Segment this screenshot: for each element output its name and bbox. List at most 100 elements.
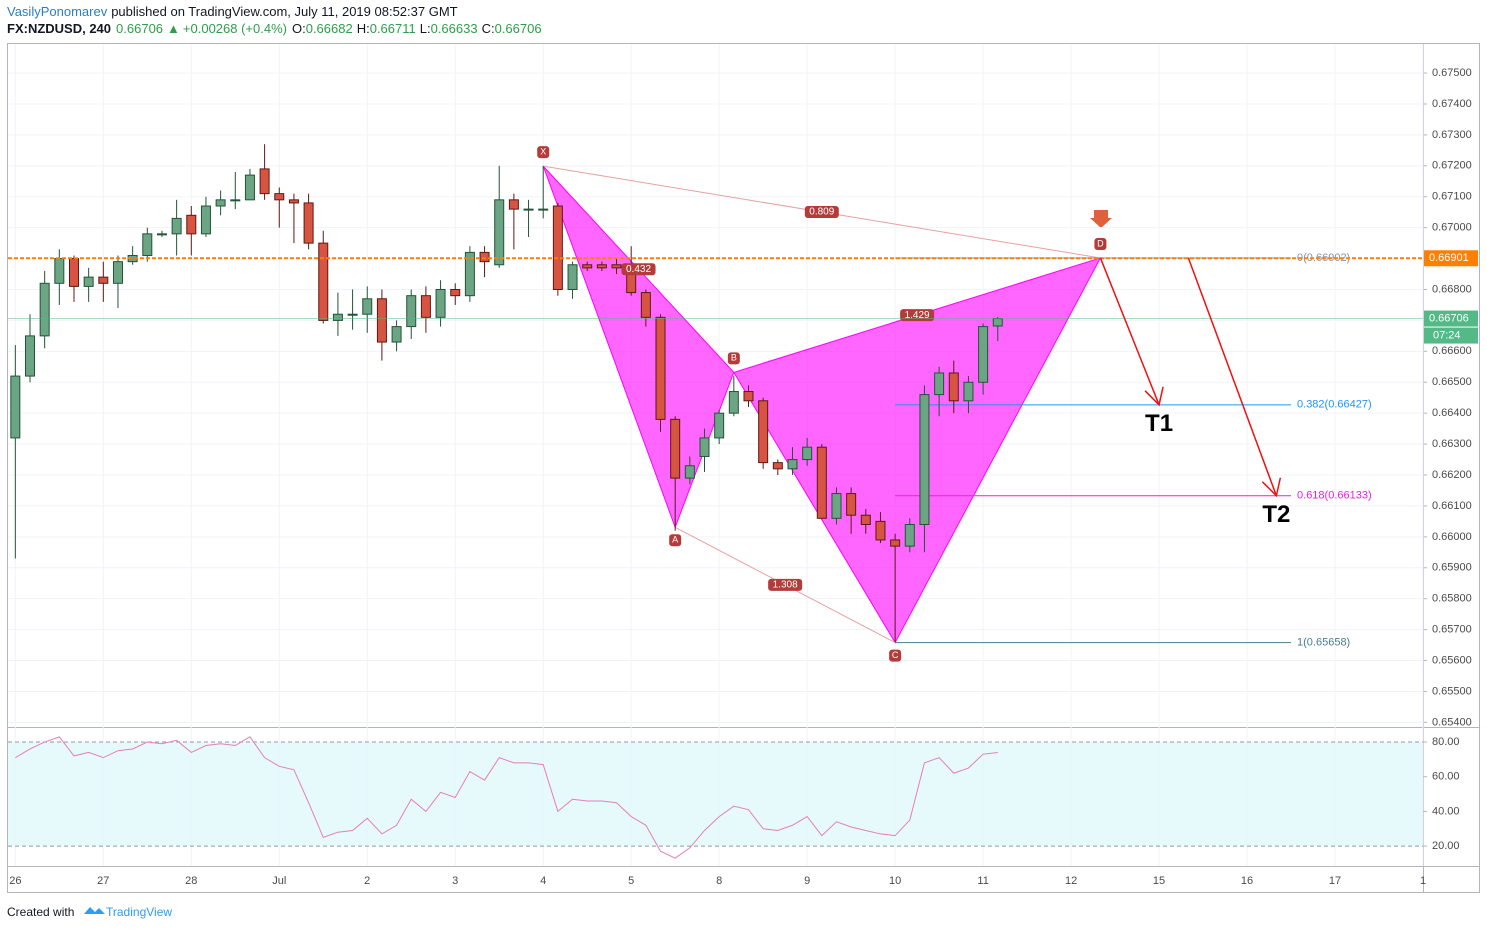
y-tick-label: 0.66300 <box>1432 438 1472 450</box>
candle-body <box>655 316 666 420</box>
ratio-box <box>804 206 839 219</box>
candle-body <box>992 318 1003 327</box>
x-tick-label: 28 <box>185 875 197 887</box>
fib-label: 1(0.65658) <box>1297 636 1350 648</box>
y-tick-label: 0.67400 <box>1432 98 1472 110</box>
change: +0.00268 (+0.4%) <box>183 21 287 36</box>
x-tick-label: 4 <box>540 875 546 887</box>
point-label: X <box>540 147 546 157</box>
price-tag-label: 0.66901 <box>1429 252 1469 264</box>
y-tick-label: 0.66800 <box>1432 283 1472 295</box>
x-tick-label: 11 <box>977 875 988 887</box>
footer-brand[interactable]: TradingView <box>106 905 172 919</box>
candle-body <box>948 372 959 402</box>
candle-body <box>318 242 329 321</box>
candle-body <box>831 493 842 519</box>
candle-body <box>494 199 505 266</box>
candle-body <box>347 313 358 316</box>
candle-body <box>552 205 563 290</box>
candle-body <box>303 202 314 244</box>
candle-body <box>171 217 182 235</box>
y-tick-label: 0.65700 <box>1432 624 1472 636</box>
y-tick-label: 0.66400 <box>1432 407 1472 419</box>
point-label: B <box>731 353 737 363</box>
pattern-leg <box>542 165 735 529</box>
candle-body <box>362 298 373 315</box>
candle-body <box>904 523 915 547</box>
h-label: H: <box>357 21 370 36</box>
ratio-label: 0.809 <box>809 207 834 218</box>
y-tick-label: 0.66600 <box>1432 345 1472 357</box>
point-box <box>669 534 682 547</box>
y-tick-label: 0.65500 <box>1432 685 1472 697</box>
target-arrow <box>1187 257 1278 496</box>
y-tick-label: 0.67300 <box>1432 129 1472 141</box>
y-tick-label: 0.66100 <box>1432 500 1472 512</box>
author[interactable]: VasilyPonomarev <box>7 4 108 19</box>
candle-body <box>802 446 813 461</box>
candle-body <box>714 412 725 439</box>
x-tick-label: 27 <box>97 875 109 887</box>
y-tick-label: 0.65900 <box>1432 562 1472 574</box>
arrow: ▲ <box>167 21 180 36</box>
frame <box>7 43 1480 893</box>
candle-body <box>538 208 549 211</box>
x-tick-label: 10 <box>889 875 901 887</box>
c-label: C: <box>482 21 495 36</box>
target-arrow <box>1099 257 1160 406</box>
candle-body <box>919 394 930 525</box>
ratio-label: 0.432 <box>626 264 651 275</box>
y-tick-label: 0.67500 <box>1432 67 1472 79</box>
point-box <box>1094 237 1107 250</box>
candle-body <box>508 199 519 210</box>
candle-body <box>816 446 827 519</box>
target-label: T1 <box>1145 410 1173 437</box>
c: 0.66706 <box>495 21 542 36</box>
last: 0.66706 <box>116 21 163 36</box>
point-box <box>537 146 550 159</box>
candle-body <box>156 233 167 236</box>
candle-body <box>450 288 461 297</box>
x-tick-label: 15 <box>1153 875 1165 887</box>
published: published on TradingView.com, July 11, 2… <box>111 4 457 19</box>
candle-body <box>670 418 681 479</box>
candle-body <box>728 391 739 414</box>
y-tick-label: 0.66000 <box>1432 531 1472 543</box>
candle-body <box>288 199 299 204</box>
point-label: D <box>1097 238 1104 248</box>
x-tick-label: Jul <box>272 875 286 887</box>
candle-body <box>420 295 431 318</box>
candle-body <box>186 214 197 235</box>
candle-body <box>24 335 35 377</box>
candle-body <box>39 282 50 337</box>
candle-body <box>464 251 475 297</box>
y-tick-label: 0.67100 <box>1432 191 1472 203</box>
candle-body <box>200 205 211 235</box>
candle-body <box>332 313 343 321</box>
y-tick-label: 0.65800 <box>1432 593 1472 605</box>
brand-logo <box>84 907 105 914</box>
candle-body <box>142 233 153 256</box>
candle-body <box>435 288 446 318</box>
ratio-box <box>768 578 803 591</box>
rsi-line <box>15 736 998 859</box>
countdown: 07:24 <box>1433 329 1461 341</box>
symbol: FX:NZDUSD, 240 <box>7 21 111 36</box>
candle-body <box>934 372 945 396</box>
price-tag <box>1424 250 1478 267</box>
point-label: A <box>672 535 678 545</box>
candle-body <box>479 251 490 263</box>
header-line-2: FX:NZDUSD, 240 0.66706 ▲ +0.00268 (+0.4%) O:… <box>7 21 542 36</box>
candle-body <box>963 381 974 402</box>
price-tag-label: 0.66706 <box>1429 312 1469 324</box>
l-label: L: <box>420 21 431 36</box>
candle-body <box>391 326 402 343</box>
sell-marker <box>1090 210 1112 228</box>
candle-body <box>98 276 109 284</box>
candle-body <box>846 493 857 516</box>
x-tick-label: 16 <box>1241 875 1253 887</box>
candle-body <box>523 208 534 211</box>
candle-body <box>890 539 901 547</box>
x-tick-label: 8 <box>716 875 722 887</box>
